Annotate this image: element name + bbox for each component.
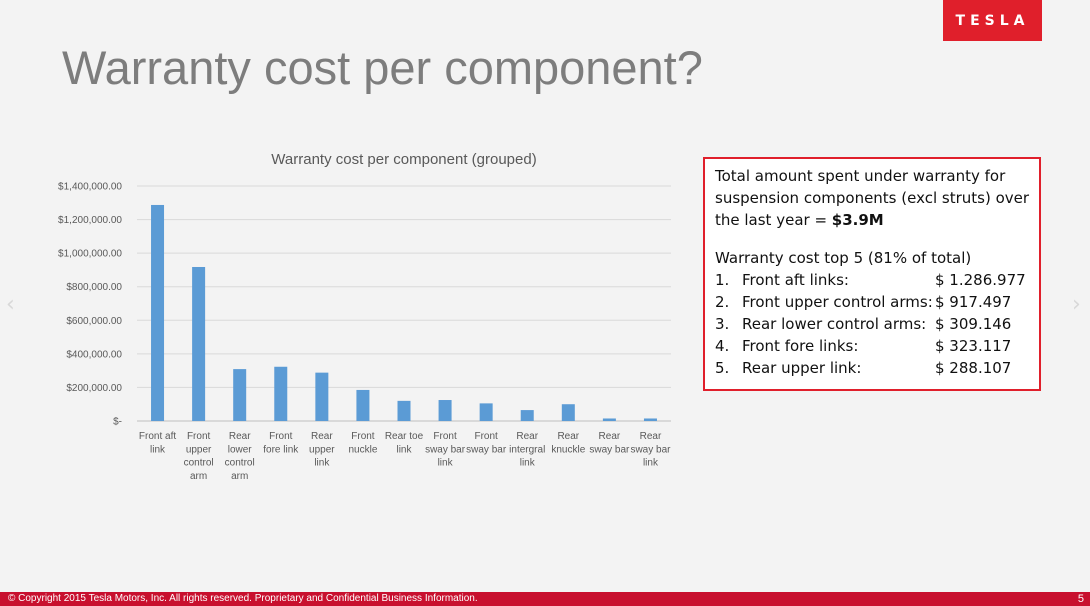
bar	[643, 418, 657, 421]
top5-item-value: $ 1.286.977	[935, 271, 1026, 289]
top5-item-label: Rear lower control arms:	[742, 315, 927, 333]
y-tick-label: $200,000.00	[66, 383, 122, 394]
top5-item-number: 5.	[715, 359, 730, 377]
x-tick-label: Front aft link	[139, 431, 176, 455]
top5-item-label: Front fore links:	[742, 337, 859, 355]
top5-item-label: Front aft links:	[742, 271, 849, 289]
copyright-text: © Copyright 2015 Tesla Motors, Inc. All …	[8, 593, 478, 604]
top5-item-label: Front upper control arms:	[742, 293, 933, 311]
bar	[151, 204, 165, 421]
top5-item-number: 1.	[715, 271, 730, 289]
x-tick-label: Rear upper link	[309, 431, 335, 469]
bar	[561, 404, 575, 421]
top5-item: 5. Rear upper link: $ 288.107	[715, 357, 1029, 379]
top5-item-number: 3.	[715, 315, 730, 333]
bar	[233, 369, 247, 421]
x-tick-label: Front upper control arm	[184, 431, 214, 482]
x-tick-label: Rear sway bar link	[630, 431, 671, 469]
bar	[274, 366, 288, 421]
slide-title: Warranty cost per component?	[62, 41, 703, 94]
y-tick-label: $400,000.00	[66, 349, 122, 360]
top5-item: 1. Front aft links: $ 1.286.977	[715, 269, 1029, 291]
top5-item-label: Rear upper link:	[742, 359, 862, 377]
top5-item-number: 2.	[715, 293, 730, 311]
top5-item-number: 4.	[715, 337, 730, 355]
bar	[397, 400, 411, 421]
previous-slide-icon[interactable]: ‹	[6, 292, 15, 317]
top5-item: 2. Front upper control arms: $ 917.497	[715, 291, 1029, 313]
bar	[520, 410, 534, 421]
bar	[479, 403, 493, 421]
y-tick-label: $1,400,000.00	[58, 182, 122, 193]
x-tick-label: Front nuckle	[348, 431, 377, 455]
top5-item-value: $ 288.107	[935, 359, 1012, 377]
top5-item: 4. Front fore links: $ 323.117	[715, 335, 1029, 357]
x-tick-label: Front sway bar	[466, 431, 507, 455]
summary-total-prefix: the last year =	[715, 211, 832, 229]
x-tick-label: Rear intergral link	[509, 431, 545, 469]
x-tick-label: Front sway bar link	[425, 431, 466, 469]
summary-line-3: the last year = $3.9M	[715, 209, 1029, 231]
top5-item-value: $ 917.497	[935, 293, 1012, 311]
y-tick-label: $600,000.00	[66, 316, 122, 327]
bar	[356, 389, 370, 421]
top5-heading: Warranty cost top 5 (81% of total)	[715, 249, 972, 267]
chart-title: Warranty cost per component (grouped)	[271, 151, 536, 168]
y-tick-label: $-	[113, 417, 122, 428]
top5-item-value: $ 309.146	[935, 315, 1012, 333]
summary-line-2: suspension components (excl struts) over	[715, 189, 1030, 207]
y-tick-label: $1,000,000.00	[58, 249, 122, 260]
bar	[315, 372, 329, 421]
bar	[438, 400, 452, 421]
summary-line-1: Total amount spent under warranty for	[715, 167, 1006, 185]
summary-total-value: $3.9M	[831, 211, 884, 229]
top5-item: 3. Rear lower control arms: $ 309.146	[715, 313, 1029, 335]
footer-bar: © Copyright 2015 Tesla Motors, Inc. All …	[0, 592, 1090, 606]
top5-item-value: $ 323.117	[935, 337, 1012, 355]
x-tick-label: Rear toe link	[385, 431, 424, 455]
page-number: 5	[1077, 593, 1084, 605]
x-tick-label: Front fore link	[263, 431, 299, 455]
warranty-bar-chart: Warranty cost per component (grouped) $- $…	[58, 151, 671, 482]
bar	[192, 266, 206, 421]
tesla-logo: TESLA	[943, 0, 1042, 41]
next-slide-icon[interactable]: ›	[1072, 292, 1081, 317]
x-tick-label: Rear sway bar	[589, 431, 630, 455]
bar	[602, 418, 616, 421]
warranty-summary-box: Total amount spent under warranty for su…	[703, 157, 1041, 391]
x-tick-label: Rear lower control arm	[225, 431, 255, 482]
x-tick-label: Rear knuckle	[551, 431, 585, 455]
y-tick-label: $800,000.00	[66, 282, 122, 293]
top5-list: 1. Front aft links: $ 1.286.977 2. Front up…	[715, 269, 1029, 379]
y-tick-label: $1,200,000.00	[58, 215, 122, 226]
